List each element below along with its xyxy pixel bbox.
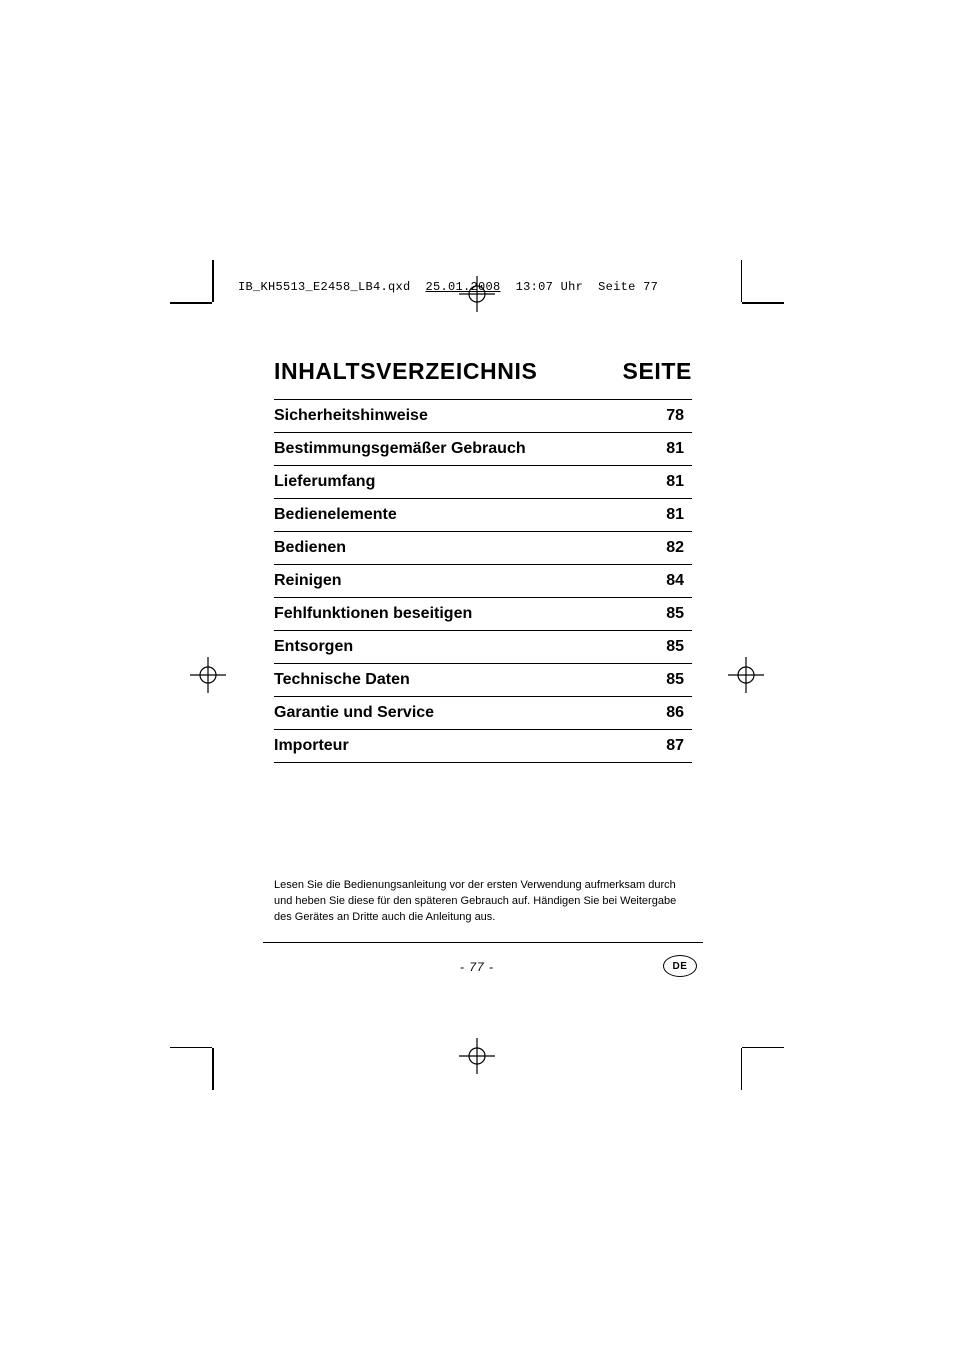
toc-row: Entsorgen 85 (274, 630, 692, 663)
note-text: Lesen Sie die Bedienungsanleitung vor de… (274, 878, 692, 926)
crop-mark (212, 260, 214, 302)
toc-entry-page: 86 (666, 704, 692, 722)
registration-mark-icon (728, 657, 764, 693)
file-time: 13:07 Uhr (516, 280, 584, 294)
toc-entry-page: 78 (666, 407, 692, 425)
toc-entry-label: Bestimmungsgemäßer Gebrauch (274, 440, 526, 458)
toc-entry-page: 82 (666, 539, 692, 557)
toc-entry-label: Bedienen (274, 539, 346, 557)
toc-entry-label: Fehlfunktionen beseitigen (274, 605, 472, 623)
page-number: - 77 - (0, 960, 954, 974)
toc-entry-label: Importeur (274, 737, 349, 755)
toc-row: Fehlfunktionen beseitigen 85 (274, 597, 692, 630)
crop-mark (742, 1047, 784, 1049)
toc-title: INHALTSVERZEICHNIS (274, 358, 537, 385)
toc-entry-label: Entsorgen (274, 638, 353, 656)
toc-entry-label: Garantie und Service (274, 704, 434, 722)
file-date: 25.01.2008 (426, 280, 501, 294)
toc-row: Reinigen 84 (274, 564, 692, 597)
toc-entry-page: 81 (666, 440, 692, 458)
toc-entry-label: Technische Daten (274, 671, 410, 689)
toc-page-word: SEITE (623, 358, 692, 385)
toc-entry-label: Bedienelemente (274, 506, 397, 524)
toc-row: Lieferumfang 81 (274, 465, 692, 498)
language-badge: DE (663, 955, 697, 977)
file-name: IB_KH5513_E2458_LB4.qxd (238, 280, 411, 294)
toc-entry-label: Lieferumfang (274, 473, 375, 491)
toc-entry-label: Sicherheitshinweise (274, 407, 428, 425)
toc-entry-page: 87 (666, 737, 692, 755)
toc-row: Technische Daten 85 (274, 663, 692, 696)
toc-row: Bedienelemente 81 (274, 498, 692, 531)
crop-mark (742, 302, 784, 304)
registration-mark-icon (190, 657, 226, 693)
toc-entry-page: 81 (666, 473, 692, 491)
crop-mark (212, 1048, 214, 1090)
toc-row: Bedienen 82 (274, 531, 692, 564)
toc-header-row: INHALTSVERZEICHNIS SEITE (274, 358, 692, 385)
toc-entry-page: 85 (666, 605, 692, 623)
toc-entry-page: 85 (666, 638, 692, 656)
toc-entry-page: 84 (666, 572, 692, 590)
crop-mark (170, 302, 212, 304)
toc-entry-page: 85 (666, 671, 692, 689)
crop-mark (741, 260, 743, 302)
toc-row: Garantie und Service 86 (274, 696, 692, 729)
toc-row: Sicherheitshinweise 78 (274, 399, 692, 432)
file-page-label: Seite 77 (598, 280, 658, 294)
toc-entry-label: Reinigen (274, 572, 342, 590)
registration-mark-icon (459, 1038, 495, 1074)
language-code: DE (673, 961, 688, 972)
toc-row: Importeur 87 (274, 729, 692, 763)
crop-mark (170, 1047, 212, 1049)
toc-row: Bestimmungsgemäßer Gebrauch 81 (274, 432, 692, 465)
file-header-line: IB_KH5513_E2458_LB4.qxd 25.01.2008 13:07… (238, 280, 658, 294)
crop-mark (741, 1048, 743, 1090)
footer-rule (263, 942, 703, 943)
page: IB_KH5513_E2458_LB4.qxd 25.01.2008 13:07… (0, 0, 954, 1350)
toc-block: INHALTSVERZEICHNIS SEITE Sicherheitshinw… (274, 358, 692, 763)
toc-entry-page: 81 (666, 506, 692, 524)
